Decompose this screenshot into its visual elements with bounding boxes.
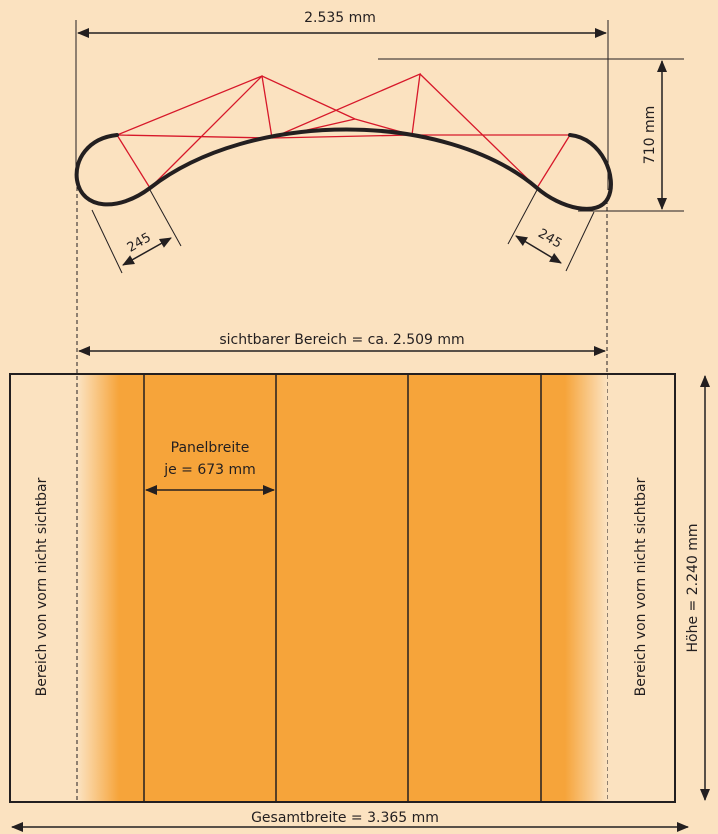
left-hidden-area-label: Bereich von vorn nicht sichtbar: [34, 477, 50, 696]
panel-fade-right: [565, 374, 607, 802]
overall-width-label: 2.535 mm: [304, 10, 376, 26]
panel-fade-left: [78, 374, 119, 802]
depth-label: 710 mm: [642, 106, 658, 164]
panel-width-label-line1: Panelbreite: [171, 440, 250, 456]
left-curve-label: 245: [125, 230, 154, 255]
height-label: Höhe = 2.240 mm: [685, 523, 701, 652]
wall-outline-curve: [74, 127, 613, 211]
total-width-label: Gesamtbreite = 3.365 mm: [251, 810, 439, 826]
left-curve-dimension: [122, 237, 172, 266]
top-view: 2.535 mm 710 mm 245 245: [74, 10, 684, 802]
visible-area-label: sichtbarer Bereich = ca. 2.509 mm: [219, 332, 464, 348]
left-curve-ext-b: [149, 189, 182, 247]
wall-frame: [9, 373, 676, 803]
right-curve-ext-a: [507, 189, 538, 245]
front-view: sichtbarer Bereich = ca. 2.509 mm Panelb…: [9, 332, 710, 832]
left-curve-ext-a: [91, 209, 123, 274]
panel-area: [118, 374, 566, 802]
right-curve-label: 245: [535, 226, 564, 251]
right-curve-dimension: [515, 235, 562, 264]
right-curve-ext-b: [565, 211, 595, 272]
panel-width-label-line2: je = 673 mm: [163, 462, 256, 478]
right-hidden-area-label: Bereich von vorn nicht sichtbar: [633, 477, 649, 696]
